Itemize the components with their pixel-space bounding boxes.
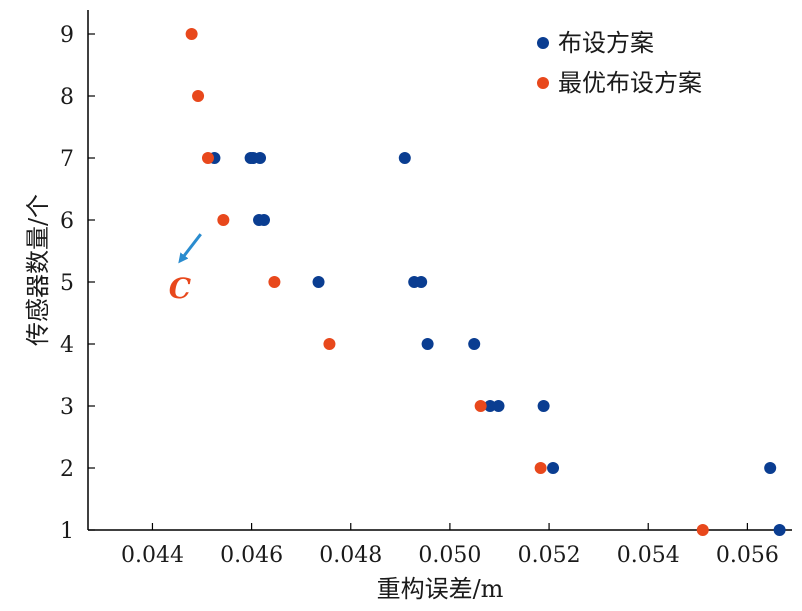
annotation-label: C — [169, 272, 192, 305]
y-tick-label: 7 — [60, 147, 74, 172]
x-tick-label: 0.054 — [617, 543, 680, 568]
legend: 布设方案 最优布设方案 — [537, 29, 702, 97]
y-tick-label: 1 — [60, 519, 74, 544]
scatter-point-optimal — [192, 90, 205, 102]
annotation-arrow — [178, 233, 202, 264]
scatter-point-layout — [398, 152, 411, 164]
scatter-point-layout — [547, 462, 560, 474]
y-tick-label: 9 — [60, 23, 74, 48]
legend-marker-series-2 — [537, 77, 549, 89]
legend-label-series-1: 布设方案 — [558, 29, 654, 57]
scatter-point-layout — [773, 524, 786, 536]
scatter-point-optimal — [217, 214, 230, 226]
scatter-point-layout — [421, 338, 434, 350]
x-tick-label: 0.044 — [121, 543, 184, 568]
x-tick-label: 0.056 — [716, 543, 779, 568]
scatter-point-optimal — [474, 400, 487, 412]
y-tick-label: 6 — [60, 209, 74, 234]
annotation-group: C — [169, 233, 202, 305]
scatter-point-layout — [468, 338, 481, 350]
data-points — [185, 28, 786, 536]
legend-label-series-2: 最优布设方案 — [558, 69, 702, 97]
x-tick-label: 0.052 — [518, 543, 581, 568]
x-tick-label: 0.050 — [418, 543, 481, 568]
x-tick-label: 0.048 — [319, 543, 382, 568]
y-tick-label: 2 — [60, 457, 74, 482]
y-axis-title: 传感器数量/个 — [24, 194, 52, 346]
scatter-point-layout — [415, 276, 428, 288]
x-axis-ticks: 0.044 0.046 0.048 0.050 0.052 0.054 0.056 — [121, 523, 779, 568]
y-axis-ticks: 1 2 3 4 5 6 7 8 9 — [60, 23, 95, 544]
x-tick-label: 0.046 — [220, 543, 283, 568]
y-tick-label: 5 — [60, 271, 74, 296]
y-tick-label: 8 — [60, 85, 74, 110]
legend-marker-series-1 — [537, 37, 549, 49]
scatter-point-optimal — [268, 276, 281, 288]
scatter-point-layout — [537, 400, 550, 412]
scatter-point-layout — [312, 276, 325, 288]
scatter-point-optimal — [323, 338, 336, 350]
scatter-point-layout — [764, 462, 777, 474]
scatter-point-optimal — [185, 28, 198, 40]
x-axis-title: 重构误差/m — [377, 575, 504, 603]
scatter-point-layout — [484, 400, 497, 412]
scatter-point-layout — [254, 152, 267, 164]
scatter-point-optimal — [201, 152, 214, 164]
scatter-point-optimal — [696, 524, 709, 536]
scatter-point-layout — [492, 400, 505, 412]
y-tick-label: 3 — [60, 395, 74, 420]
y-tick-label: 4 — [60, 333, 74, 358]
scatter-point-optimal — [534, 462, 547, 474]
scatter-point-layout — [258, 214, 270, 226]
